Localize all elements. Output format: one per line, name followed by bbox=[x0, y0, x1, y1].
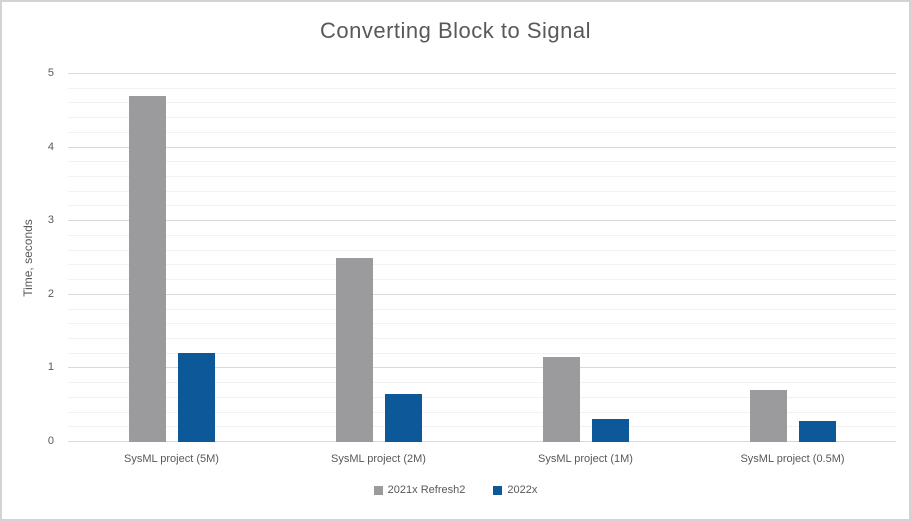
bar-2022x-2 bbox=[384, 394, 422, 442]
legend-label: 2022x bbox=[507, 484, 538, 496]
legend-swatch bbox=[493, 485, 503, 495]
minor-gridline bbox=[68, 176, 896, 178]
major-gridline bbox=[68, 293, 896, 295]
minor-gridline bbox=[68, 117, 896, 119]
x-category-label: SysML project (0.5M) bbox=[740, 453, 845, 465]
minor-gridline bbox=[68, 411, 896, 413]
minor-gridline bbox=[68, 337, 896, 339]
bar-2021x-refresh2-1 bbox=[128, 96, 166, 442]
minor-gridline bbox=[68, 323, 896, 325]
minor-gridline bbox=[68, 190, 896, 192]
minor-gridline bbox=[68, 382, 896, 384]
bar-2021x-refresh2-2 bbox=[335, 258, 373, 442]
major-gridline bbox=[68, 73, 896, 74]
x-category-label: SysML project (1M) bbox=[538, 453, 633, 465]
major-gridline bbox=[68, 367, 896, 369]
legend: 2021x Refresh2 2022x bbox=[2, 484, 909, 496]
bar-2022x-4 bbox=[798, 421, 836, 442]
minor-gridline bbox=[68, 264, 896, 266]
minor-gridline bbox=[68, 234, 896, 236]
y-tick-label: 1 bbox=[47, 361, 54, 374]
legend-item: 2022x bbox=[493, 484, 537, 496]
minor-gridline bbox=[68, 249, 896, 251]
minor-gridline bbox=[68, 161, 896, 163]
minor-gridline bbox=[68, 279, 896, 281]
y-tick-label: 3 bbox=[47, 214, 54, 227]
minor-gridline bbox=[68, 205, 896, 207]
y-tick-label: 5 bbox=[47, 67, 54, 79]
x-axis-line bbox=[68, 441, 896, 442]
x-category-label: SysML project (5M) bbox=[124, 453, 219, 465]
bar-2021x-refresh2-3 bbox=[542, 357, 580, 442]
chart-title: Converting Block to Signal bbox=[319, 18, 592, 43]
legend-swatch bbox=[373, 485, 383, 495]
y-tick-label: 2 bbox=[47, 287, 54, 300]
major-gridline bbox=[68, 220, 896, 222]
legend-label: 2021x Refresh2 bbox=[387, 484, 466, 496]
minor-gridline bbox=[68, 131, 896, 133]
bar-2021x-refresh2-4 bbox=[749, 390, 787, 442]
plot-area bbox=[68, 73, 896, 442]
legend-item: 2021x Refresh2 bbox=[373, 484, 466, 496]
y-axis-tick-labels: 0 1 2 3 4 5 bbox=[2, 67, 60, 447]
minor-gridline bbox=[68, 308, 896, 310]
minor-gridline bbox=[68, 87, 896, 89]
minor-gridline bbox=[68, 396, 896, 398]
bar-2022x-1 bbox=[177, 352, 215, 442]
bar-2022x-3 bbox=[591, 419, 629, 442]
minor-gridline bbox=[68, 426, 896, 428]
minor-gridline bbox=[68, 352, 896, 354]
x-axis-category-labels: SysML project (5M) SysML project (2M) SysM… bbox=[68, 453, 896, 469]
y-tick-label: 4 bbox=[47, 140, 54, 153]
major-gridline bbox=[68, 146, 896, 148]
y-tick-label: 0 bbox=[47, 435, 54, 447]
minor-gridline bbox=[68, 102, 896, 104]
x-category-label: SysML project (2M) bbox=[331, 453, 426, 465]
